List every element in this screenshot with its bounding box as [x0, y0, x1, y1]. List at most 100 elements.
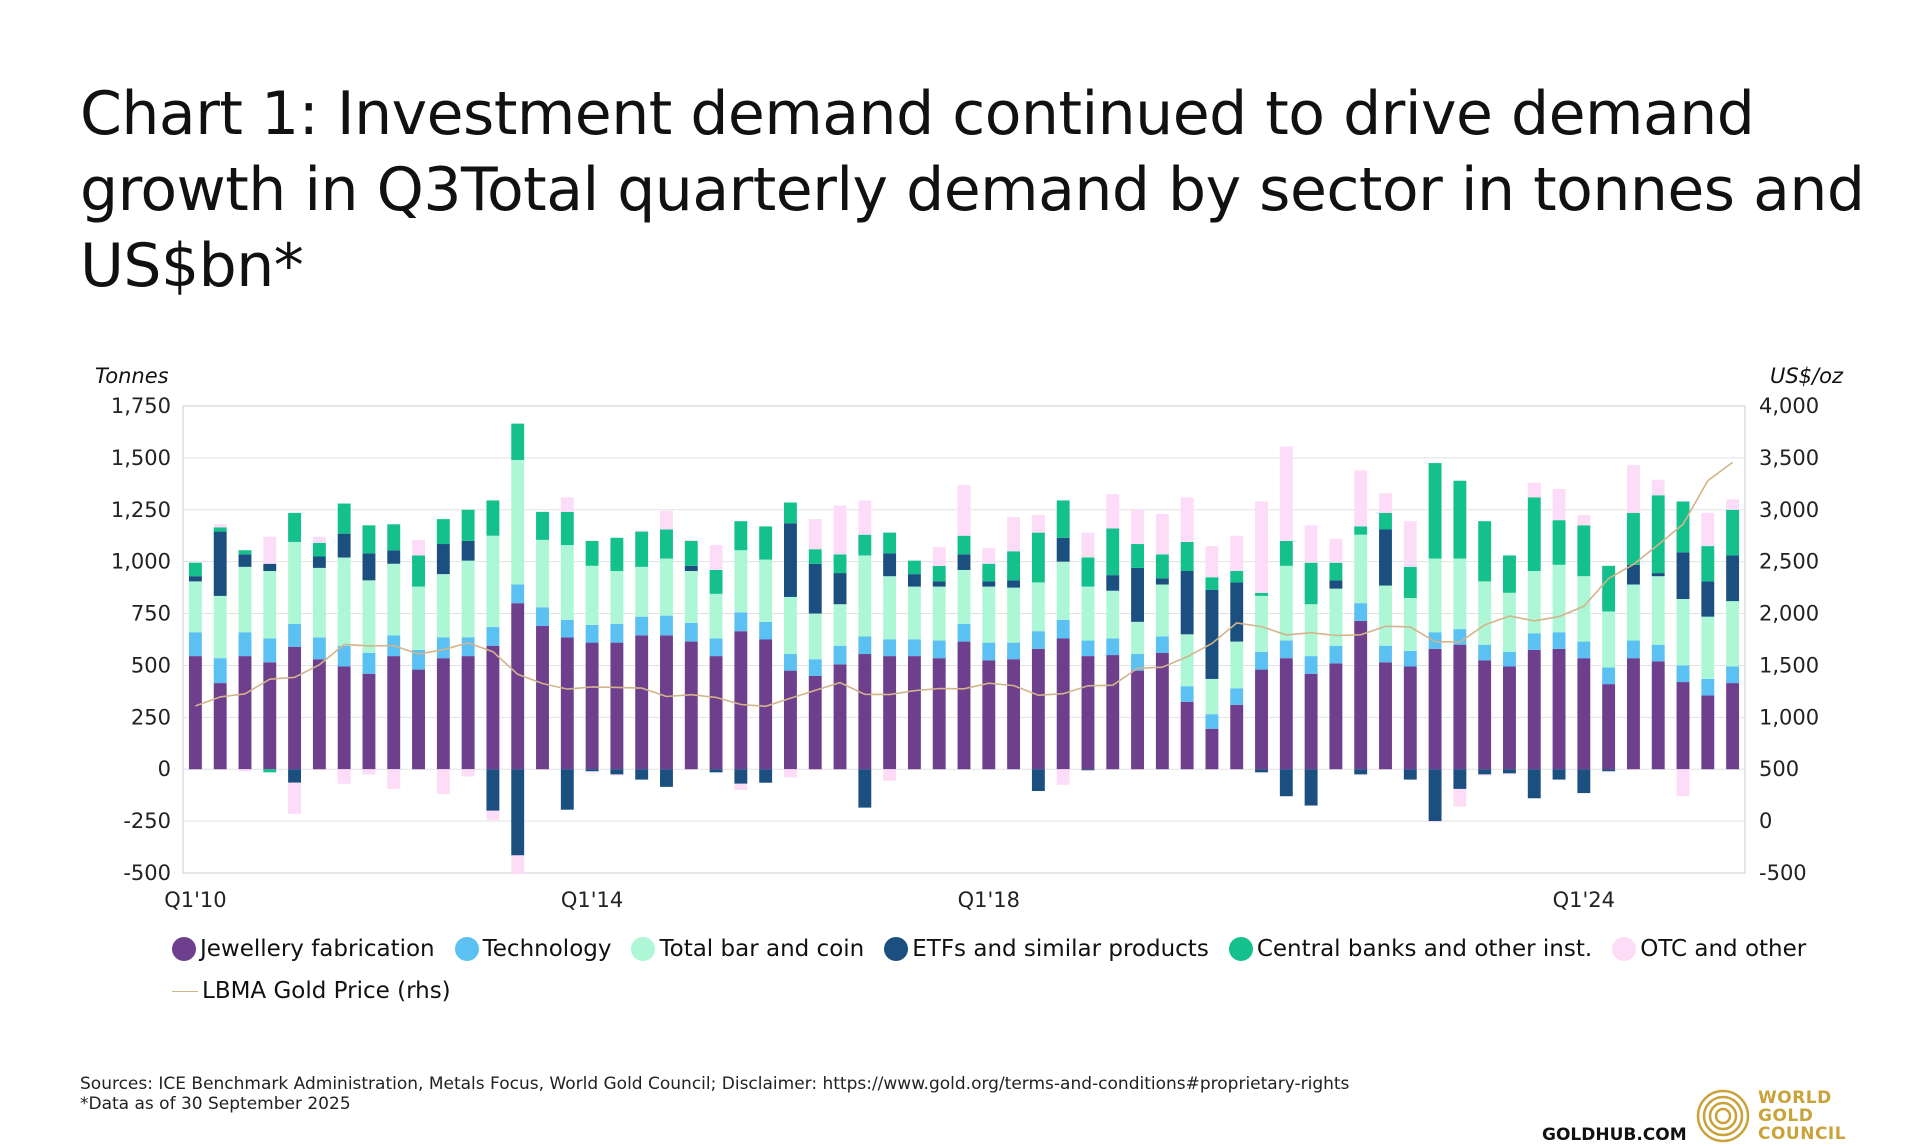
bar-segment-total-bar-and-coin: [907, 586, 921, 640]
bar-segment-jewellery-fabrication: [1651, 661, 1665, 770]
bar-segment-etfs-and-similar-products: [808, 563, 822, 614]
bar-segment-central-banks-and-other-inst: [1602, 565, 1616, 612]
bar-segment-etfs-and-similar-products: [858, 769, 872, 808]
bar-segment-etfs-and-similar-products: [1478, 769, 1492, 775]
bar-segment-etfs-and-similar-products: [660, 769, 673, 787]
bar-segment-otc-and-other: [1031, 514, 1045, 533]
bar-segment-technology: [1726, 666, 1740, 684]
bar-segment-central-banks-and-other-inst: [783, 502, 797, 524]
y2-tick-label: 2,000: [1759, 602, 1819, 626]
bar-segment-total-bar-and-coin: [1031, 582, 1045, 632]
bar-segment-etfs-and-similar-products: [1379, 529, 1392, 586]
bar-segment-total-bar-and-coin: [734, 550, 748, 613]
left-axis-unit: Tonnes: [95, 364, 169, 388]
bar-segment-technology: [1403, 650, 1417, 667]
bar-segment-technology: [263, 638, 277, 663]
bar-segment-jewellery-fabrication: [1180, 701, 1194, 770]
axes: 1,750 4,000 1,500 3,500 1,250 3,000 1,000 2,500…: [111, 394, 1819, 912]
bar-segment-otc-and-other: [1403, 521, 1417, 567]
right-axis-unit: US$/oz: [1770, 364, 1844, 388]
bar-segment-etfs-and-similar-products: [312, 556, 326, 568]
sources-text: Sources: ICE Benchmark Administration, M…: [80, 1074, 1350, 1094]
bar-segment-central-banks-and-other-inst: [610, 537, 624, 572]
bar-segment-total-bar-and-coin: [1106, 590, 1120, 639]
bar-segment-total-bar-and-coin: [585, 565, 599, 625]
bar-segment-technology: [1007, 642, 1021, 660]
bar-segment-total-bar-and-coin: [288, 541, 302, 624]
bar-segment-total-bar-and-coin: [511, 459, 525, 585]
bar-segment-etfs-and-similar-products: [734, 769, 748, 784]
y-tick-label: -500: [123, 861, 171, 885]
legend: Jewellery fabrication Technology Total b…: [172, 930, 1832, 1010]
bar-segment-technology: [1478, 644, 1492, 661]
bar-segment-jewellery-fabrication: [1106, 655, 1120, 770]
legend-label-etfs: ETFs and similar products: [912, 936, 1209, 962]
bar-segment-total-bar-and-coin: [560, 545, 574, 620]
legend-label-bar-coin: Total bar and coin: [659, 936, 865, 962]
y2-tick-label: 3,000: [1759, 498, 1819, 522]
site-link[interactable]: GOLDHUB.COM: [1542, 1125, 1687, 1145]
bar-segment-total-bar-and-coin: [1304, 604, 1318, 657]
bar-segment-total-bar-and-coin: [709, 593, 723, 639]
bar-segment-total-bar-and-coin: [1527, 571, 1541, 634]
bar-segment-jewellery-fabrication: [610, 642, 624, 770]
bar-segment-otc-and-other: [660, 510, 673, 530]
y-tick-label: 500: [131, 653, 171, 677]
bar-segment-central-banks-and-other-inst: [1552, 520, 1566, 565]
bar-segment-total-bar-and-coin: [660, 558, 673, 616]
bar-segment-jewellery-fabrication: [412, 669, 425, 770]
bar-segment-central-banks-and-other-inst: [1056, 500, 1070, 538]
bar-segment-otc-and-other: [1478, 774, 1492, 776]
legend-swatch-bar-coin: [631, 937, 656, 961]
y-tick-label: 1,000: [111, 550, 171, 574]
y2-tick-label: -500: [1759, 861, 1807, 885]
bar-segment-jewellery-fabrication: [1602, 684, 1616, 770]
bar-segment-total-bar-and-coin: [1478, 581, 1492, 645]
bar-segment-otc-and-other: [1552, 489, 1566, 521]
bar-segment-otc-and-other: [1602, 771, 1616, 773]
legend-item-technology: Technology: [454, 930, 611, 968]
bar-segment-etfs-and-similar-products: [783, 523, 797, 597]
bar-segment-otc-and-other: [412, 539, 425, 556]
bar-segment-technology: [1503, 651, 1516, 667]
x-tick-label: Q1'10: [164, 888, 226, 912]
bar-segment-jewellery-fabrication: [1503, 666, 1516, 770]
bar-segment-technology: [833, 645, 847, 665]
bar-segment-central-banks-and-other-inst: [387, 524, 401, 551]
bar-segment-central-banks-and-other-inst: [1081, 557, 1095, 587]
bar-segment-total-bar-and-coin: [1255, 595, 1268, 652]
bar-segment-etfs-and-similar-products: [1180, 571, 1194, 635]
bar-segment-technology: [1552, 632, 1566, 649]
y2-tick-label: 3,500: [1759, 446, 1819, 470]
bar-segment-central-banks-and-other-inst: [312, 542, 326, 557]
bar-segment-technology: [362, 652, 376, 674]
bar-segment-total-bar-and-coin: [1180, 634, 1194, 687]
bar-segment-technology: [1255, 651, 1268, 670]
bar-segment-central-banks-and-other-inst: [486, 500, 500, 536]
bar-segment-jewellery-fabrication: [387, 656, 401, 770]
bar-segment-otc-and-other: [436, 769, 450, 795]
bar-segment-jewellery-fabrication: [1478, 660, 1492, 770]
bar-segment-central-banks-and-other-inst: [1626, 512, 1640, 565]
bar-segment-central-banks-and-other-inst: [1453, 480, 1467, 559]
bar-segment-otc-and-other: [1676, 769, 1690, 797]
bar-segment-etfs-and-similar-products: [1651, 573, 1665, 577]
bar-segment-central-banks-and-other-inst: [1651, 495, 1665, 574]
bar-segment-total-bar-and-coin: [1428, 558, 1442, 633]
bar-segment-jewellery-fabrication: [734, 631, 748, 770]
bar-segment-otc-and-other: [560, 497, 574, 512]
bar-segment-total-bar-and-coin: [263, 571, 277, 639]
bar-segment-central-banks-and-other-inst: [1428, 463, 1442, 559]
bar-segment-central-banks-and-other-inst: [238, 550, 252, 555]
bar-segment-etfs-and-similar-products: [1155, 578, 1169, 585]
bar-segment-technology: [436, 637, 450, 659]
bar-segment-technology: [1676, 665, 1690, 683]
bar-segment-technology: [1701, 678, 1715, 696]
bar-segment-etfs-and-similar-products: [1031, 769, 1045, 792]
bar-segment-total-bar-and-coin: [1453, 558, 1467, 630]
bar-segment-central-banks-and-other-inst: [808, 549, 822, 564]
bar-segment-technology: [188, 632, 202, 657]
bar-segment-central-banks-and-other-inst: [1007, 551, 1021, 581]
bar-segment-technology: [461, 637, 475, 657]
bar-segment-etfs-and-similar-products: [1602, 769, 1616, 772]
